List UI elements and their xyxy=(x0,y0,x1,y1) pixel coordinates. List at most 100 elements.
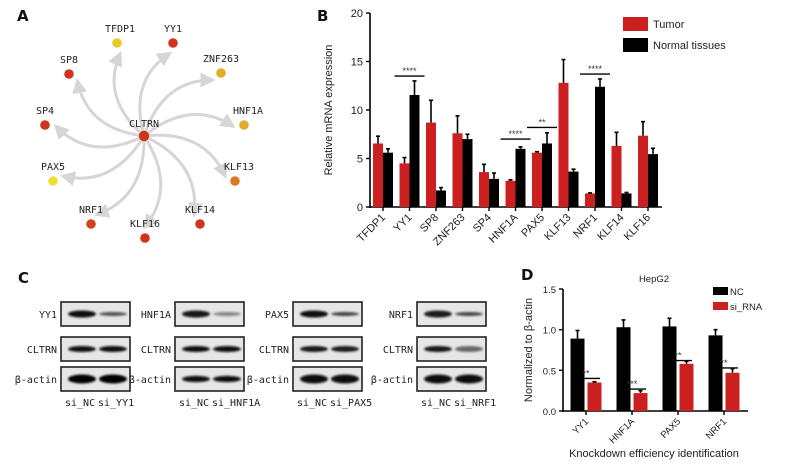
protein-band xyxy=(213,375,241,383)
node-cltrn xyxy=(138,130,150,142)
lane-label: si_YY1 xyxy=(98,398,134,409)
bar-tumor-nrf1 xyxy=(585,193,595,207)
protein-band xyxy=(68,346,96,352)
bar-normal-tissues-sp4 xyxy=(489,178,499,207)
legend-swatch-normal xyxy=(623,38,648,52)
protein-band xyxy=(455,312,483,316)
bar-nc-pax5 xyxy=(662,326,677,411)
x-tick-label: NRF1 xyxy=(704,416,729,441)
blot-row-label: CLTRN xyxy=(383,345,413,356)
protein-band xyxy=(300,374,328,384)
node-label: ZNF263 xyxy=(203,54,239,65)
chart-title: HepG2 xyxy=(639,274,669,285)
significance-label: **** xyxy=(588,64,603,74)
legend-label: NC xyxy=(730,287,744,298)
protein-band xyxy=(99,312,127,316)
node-hnf1a xyxy=(239,120,249,130)
blot-row-label: β-actin xyxy=(129,375,171,386)
x-tick-label: YY1 xyxy=(571,416,591,436)
node-tfdp1 xyxy=(112,38,122,48)
lane-label: si_NC xyxy=(179,398,209,409)
blot-row-label: β-actin xyxy=(15,375,57,386)
bar-normal-tissues-pax5 xyxy=(542,143,552,207)
bar-si-rna-hnf1a xyxy=(633,393,648,411)
x-tick-label: KLF13 xyxy=(542,212,573,243)
panel-letter-c: C xyxy=(18,269,29,287)
edge-cltrn-yy1 xyxy=(138,51,173,137)
bar-normal-tissues-nrf1 xyxy=(595,86,605,207)
node-label: KLF13 xyxy=(224,162,254,173)
bar-tumor-klf13 xyxy=(558,82,569,207)
blot-pax5: PAX5 CLTRN β-actin si_NC si_PAX5 xyxy=(247,301,372,409)
node-label: SP8 xyxy=(60,55,78,66)
panel-letter-a: A xyxy=(17,7,29,25)
bar-normal-tissues-yy1 xyxy=(409,94,420,207)
bar-tumor-hnf1a xyxy=(505,180,516,207)
bar-normal-tissues-sp8 xyxy=(436,190,446,207)
node-label: PAX5 xyxy=(41,162,65,173)
significance-label: **** xyxy=(508,129,523,139)
legend-label: Normal tissues xyxy=(653,40,726,52)
blot-row-label: CLTRN xyxy=(141,345,171,356)
edge-cltrn-pax5 xyxy=(59,135,146,187)
significance-label: ** xyxy=(582,368,590,378)
protein-band xyxy=(213,346,241,352)
significance-label: ** xyxy=(538,117,546,127)
protein-band xyxy=(300,310,328,318)
significance-label: ** xyxy=(674,351,682,361)
bar-normal-tissues-klf13 xyxy=(568,171,579,207)
protein-band xyxy=(424,374,452,384)
protein-band xyxy=(331,374,359,384)
node-label: NRF1 xyxy=(79,205,103,216)
x-tick-label: KLF14 xyxy=(595,212,626,243)
lane-label: si_NC xyxy=(421,398,451,409)
node-klf14 xyxy=(195,219,205,229)
bar-tumor-klf16 xyxy=(638,135,648,207)
x-tick-label: TFDP1 xyxy=(355,212,388,245)
y-tick-label: 0 xyxy=(357,202,363,214)
panel-letter-d: D xyxy=(521,266,533,284)
blot-nrf1: NRF1 CLTRN β-actin si_NC si_NRF1 xyxy=(371,301,496,409)
chart-b-mrna-expression: 0 5 10 15 20 Relative mRNA expression TFDP1 YY1… xyxy=(323,8,726,248)
x-tick-label: SP8 xyxy=(418,212,441,235)
edge-cltrn-klf16 xyxy=(142,135,163,230)
bar-normal-tissues-klf16 xyxy=(648,154,658,207)
blot-row-label: HNF1A xyxy=(141,310,171,321)
edge-cltrn-hnf1a xyxy=(143,112,236,138)
edge-cltrn-sp4 xyxy=(53,124,145,149)
bar-si-rna-yy1 xyxy=(587,382,602,411)
y-tick-label: 1.5 xyxy=(543,285,556,296)
bar-nc-yy1 xyxy=(570,338,585,411)
edge-cltrn-sp8 xyxy=(72,78,145,138)
node-label: HNF1A xyxy=(233,106,263,117)
protein-band xyxy=(99,374,127,384)
bar-nc-nrf1 xyxy=(708,335,723,411)
protein-band xyxy=(300,346,328,352)
node-sp8 xyxy=(64,69,74,79)
protein-band xyxy=(99,346,127,352)
edge-cltrn-znf263 xyxy=(142,72,216,137)
node-label: KLF14 xyxy=(185,205,215,216)
y-tick-label: 20 xyxy=(351,8,363,20)
bar-tumor-sp8 xyxy=(426,122,436,207)
x-tick-label: HNF1A xyxy=(607,416,637,446)
lane-label: si_NC xyxy=(65,398,95,409)
node-label: SP4 xyxy=(36,106,54,117)
blot-row-label: CLTRN xyxy=(27,345,57,356)
protein-band xyxy=(455,374,483,384)
node-pax5 xyxy=(48,176,58,186)
bar-tumor-yy1 xyxy=(399,163,410,207)
lane-label: si_PAX5 xyxy=(330,398,372,409)
protein-band xyxy=(213,312,241,316)
protein-band xyxy=(455,346,483,352)
protein-band xyxy=(424,346,452,352)
panel-letter-b: B xyxy=(317,7,328,25)
legend-swatch-nc xyxy=(713,287,728,295)
blot-row-label: β-actin xyxy=(247,375,289,386)
y-tick-label: 5 xyxy=(357,154,363,166)
x-tick-label: PAX5 xyxy=(659,416,683,440)
x-tick-label: YY1 xyxy=(391,212,414,235)
y-tick-label: 15 xyxy=(351,57,363,69)
node-label: KLF16 xyxy=(130,219,160,230)
